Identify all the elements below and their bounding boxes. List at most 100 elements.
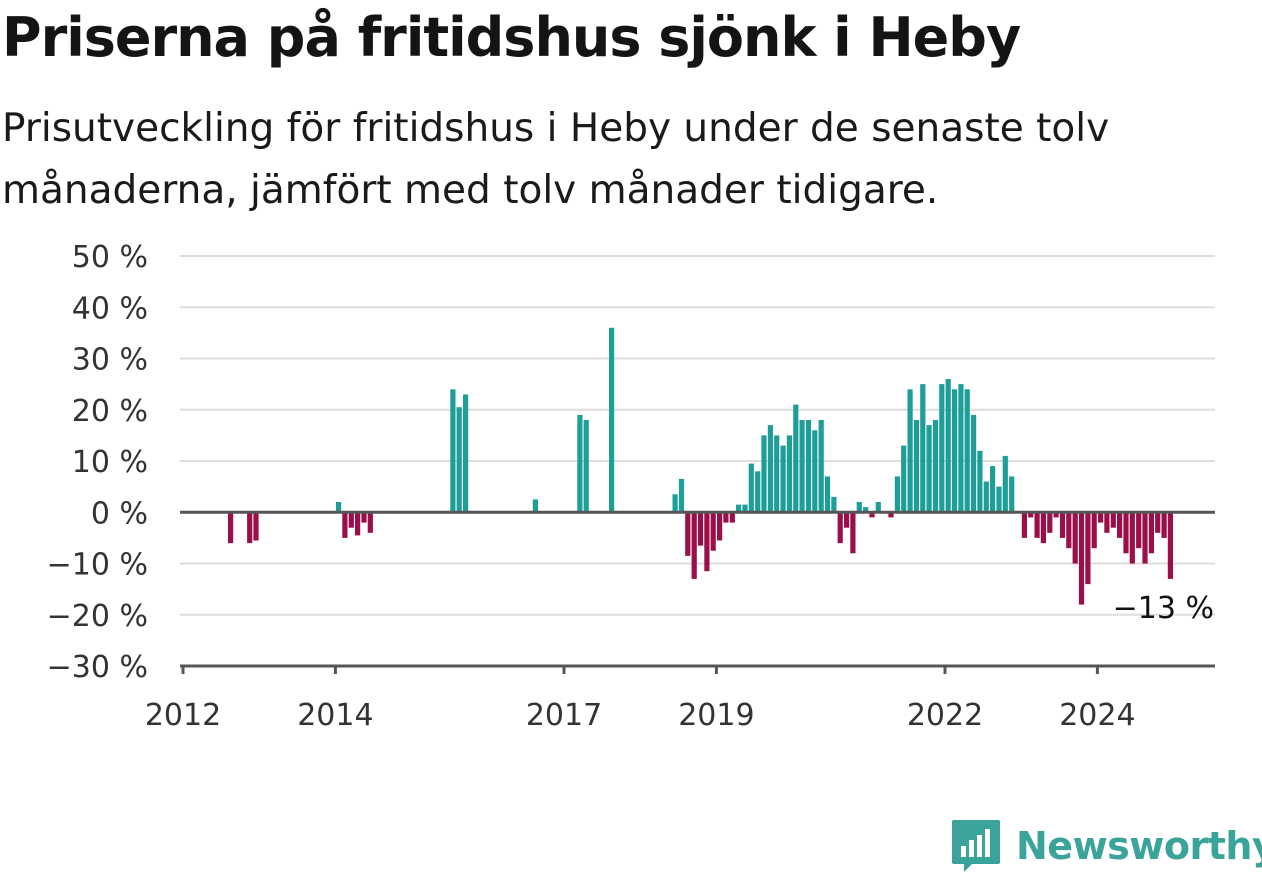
y-tick-label: 40 %: [72, 291, 148, 326]
x-tick-label: 2012: [145, 698, 221, 733]
bar: [774, 435, 780, 513]
bar: [1110, 512, 1116, 528]
bar: [1021, 512, 1027, 538]
bar: [463, 394, 469, 513]
bars: [228, 327, 1173, 605]
y-tick-label: 50 %: [72, 240, 148, 275]
bar: [786, 435, 792, 513]
bar: [1009, 476, 1015, 513]
bar: [710, 512, 716, 551]
axes: [180, 510, 1215, 674]
x-tick-label: 2024: [1059, 698, 1135, 733]
bar: [678, 478, 685, 513]
bar: [850, 512, 856, 554]
bar: [748, 463, 754, 513]
bar: [869, 512, 875, 518]
bar: [1104, 512, 1110, 533]
y-axis-labels: −30 % −20 % −10 % 0 % 10 % 20 % 30 % 40 % 50 %: [47, 240, 148, 685]
y-tick-label: −30 %: [47, 650, 148, 685]
bar: [951, 389, 958, 513]
bar: [1028, 512, 1034, 518]
bar: [831, 496, 837, 513]
bar: [983, 481, 989, 513]
bar: [1078, 512, 1085, 605]
chart-title: Priserna på fritidshus sjönk i Heby: [2, 6, 1021, 69]
bar: [691, 512, 697, 579]
bar: [1072, 512, 1078, 564]
y-tick-label: 10 %: [72, 445, 148, 480]
newsworthy-logo: Newsworthy: [950, 818, 1262, 874]
bar: [253, 512, 259, 541]
bar: [761, 435, 767, 513]
bar: [1167, 512, 1173, 579]
x-tick-label: 2019: [678, 698, 754, 733]
bar: [793, 404, 799, 513]
bar: [532, 499, 538, 513]
bar: [1034, 512, 1040, 538]
bar: [336, 502, 342, 513]
bar: [907, 389, 913, 513]
bar: [901, 445, 907, 513]
bar: [1161, 512, 1167, 538]
y-tick-label: 0 %: [91, 496, 148, 531]
bar: [805, 420, 812, 513]
bar: [717, 512, 723, 541]
brand-name: Newsworthy: [1016, 824, 1262, 868]
y-tick-label: −10 %: [47, 548, 148, 583]
bar: [996, 486, 1002, 513]
bar: [609, 327, 615, 513]
newsworthy-logo-icon: [952, 820, 1000, 872]
bar: [1053, 512, 1059, 518]
bar: [1047, 512, 1053, 533]
bar: [863, 507, 869, 513]
x-axis-labels: 2012 2014 2017 2019 2022 2024: [145, 698, 1136, 733]
x-tick-label: 2022: [907, 698, 983, 733]
bar: [913, 420, 919, 513]
bar: [1098, 512, 1104, 523]
bar: [723, 512, 729, 523]
bar: [361, 512, 367, 523]
bar: [742, 504, 748, 513]
bar: [958, 384, 964, 513]
bar: [228, 512, 234, 544]
bar: [1155, 512, 1161, 533]
bar: [697, 512, 704, 546]
bar: [939, 384, 945, 513]
bar: [1142, 512, 1148, 564]
bar: [247, 512, 253, 544]
chart-subtitle: Prisutveckling för fritidshus i Heby und…: [2, 106, 1110, 213]
bar: [672, 494, 678, 513]
bar: [577, 414, 583, 513]
x-tick-label: 2014: [297, 698, 373, 733]
bar: [1129, 512, 1135, 564]
bar: [818, 420, 824, 513]
last-value-label: −13 %: [1113, 591, 1214, 626]
bar: [837, 512, 843, 544]
bar: [1123, 512, 1129, 554]
y-tick-label: 20 %: [72, 394, 148, 429]
bar: [1136, 512, 1142, 549]
bar: [1117, 512, 1123, 538]
bar: [844, 512, 850, 528]
bar: [1059, 512, 1066, 538]
bar: [1002, 455, 1008, 513]
bar: [367, 512, 373, 533]
bar: [964, 389, 970, 513]
bar: [342, 512, 348, 538]
bar: [888, 512, 894, 518]
bar: [856, 502, 862, 513]
bar: [1085, 512, 1091, 585]
bar: [1148, 512, 1154, 554]
bar: [755, 471, 761, 513]
bar: [685, 512, 691, 556]
bar: [812, 430, 818, 513]
bar: [450, 389, 456, 513]
bar: [1066, 512, 1072, 549]
bar: [977, 450, 983, 513]
bar: [990, 466, 996, 513]
bar: [894, 476, 900, 513]
bar: [348, 512, 354, 528]
bar: [1040, 512, 1046, 544]
bar: [704, 512, 710, 572]
